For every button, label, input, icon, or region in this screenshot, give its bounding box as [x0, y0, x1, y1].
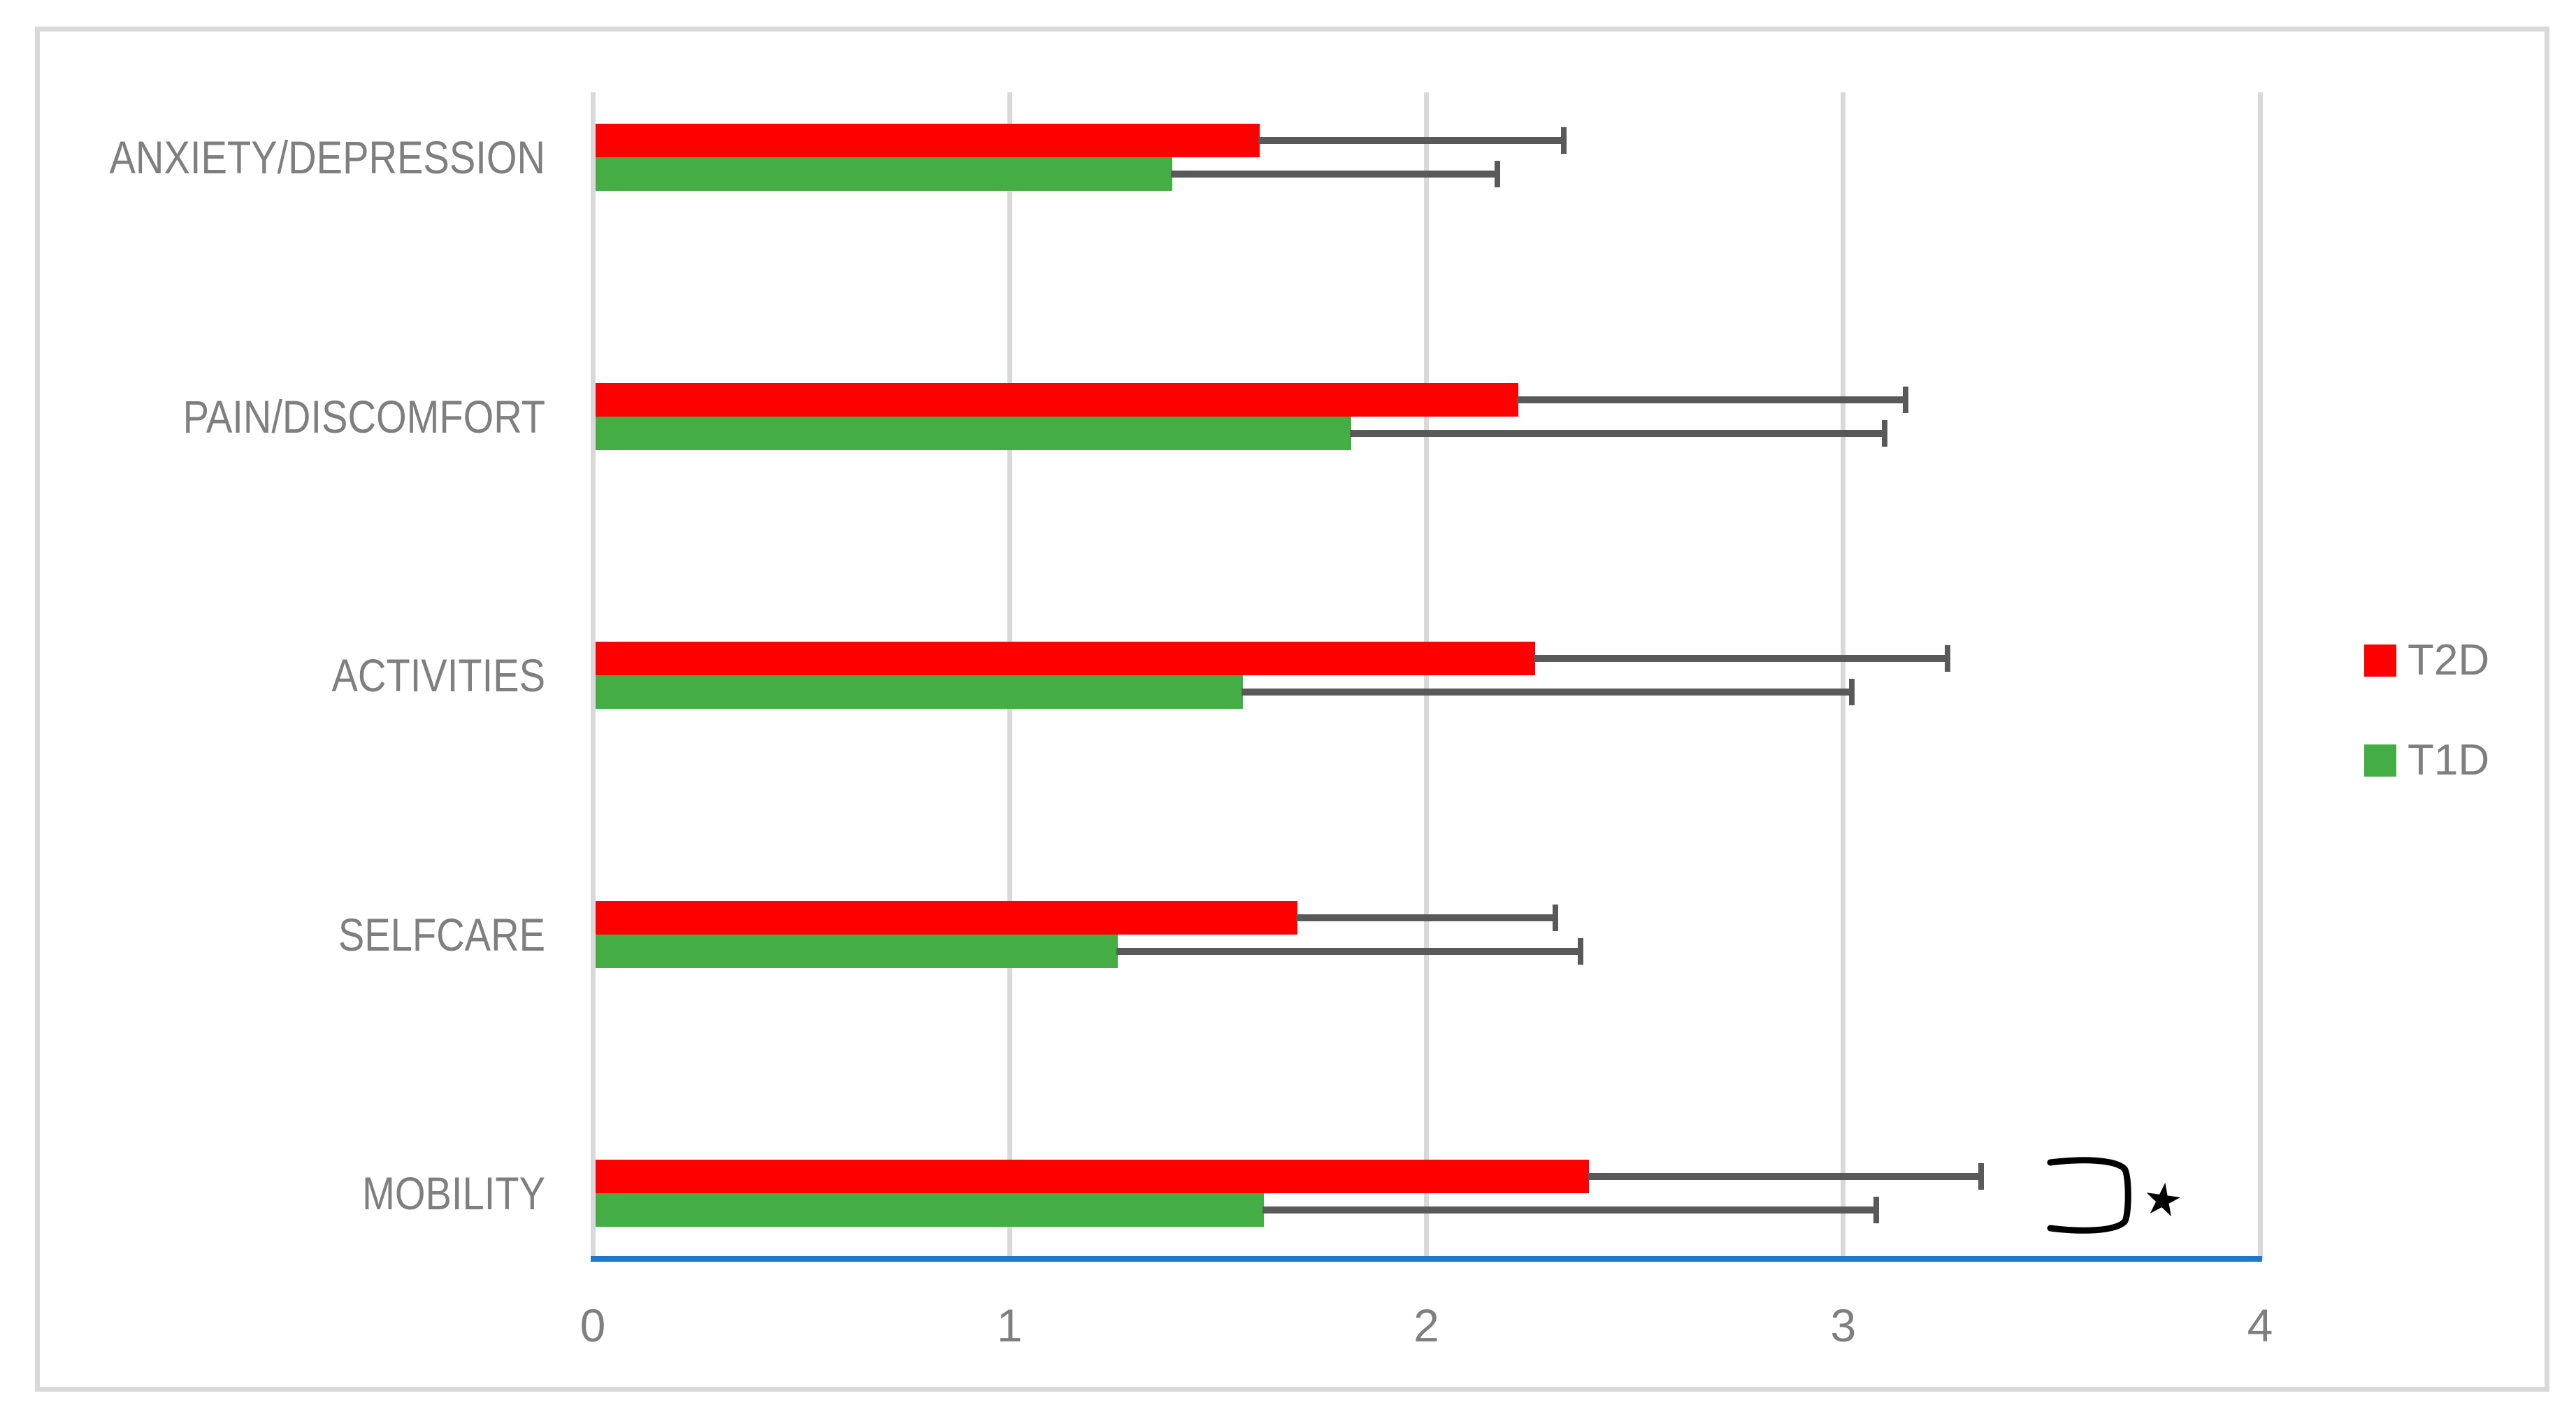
category-label-pain-discomfort: PAIN/DISCOMFORT	[182, 390, 545, 442]
error-whisker-t2d-activities	[1533, 655, 1948, 662]
error-cap-t2d-selfcare	[1553, 904, 1559, 931]
error-cap-t2d-anxiety-depression	[1561, 127, 1567, 154]
error-whisker-t1d-activities	[1242, 689, 1852, 696]
bar-t1d-anxiety-depression	[595, 157, 1172, 191]
error-cap-t2d-mobility	[1978, 1163, 1984, 1190]
bar-t2d-activities	[595, 642, 1535, 675]
category-label-mobility: MOBILITY	[362, 1167, 545, 1219]
bar-t1d-activities	[595, 675, 1244, 709]
error-cap-t1d-pain-discomfort	[1882, 419, 1888, 447]
error-cap-t1d-mobility	[1873, 1197, 1880, 1223]
error-whisker-t1d-mobility	[1262, 1207, 1877, 1213]
error-cap-t1d-selfcare	[1578, 937, 1584, 965]
legend-label-t1d: T1D	[2408, 736, 2490, 784]
error-cap-t1d-activities	[1848, 679, 1855, 705]
error-whisker-t1d-selfcare	[1116, 947, 1581, 955]
error-cap-t2d-activities	[1944, 645, 1950, 672]
x-axis-baseline	[591, 1256, 2262, 1262]
bar-t2d-pain-discomfort	[595, 382, 1518, 417]
chart-border-frame	[35, 27, 2549, 1392]
error-whisker-t2d-pain-discomfort	[1516, 396, 1906, 403]
bar-t1d-pain-discomfort	[595, 416, 1352, 450]
x-tick-label-0: 0	[580, 1299, 606, 1351]
x-tick-label-4: 4	[2247, 1299, 2273, 1351]
category-label-anxiety-depression: ANXIETY/DEPRESSION	[109, 131, 545, 183]
gridline-x-2	[1424, 92, 1429, 1260]
t2d-color-swatch	[2364, 644, 2396, 677]
bar-t1d-mobility	[595, 1193, 1264, 1227]
x-tick-label-3: 3	[1830, 1299, 1857, 1351]
error-cap-t1d-anxiety-depression	[1494, 161, 1500, 187]
error-whisker-t2d-mobility	[1588, 1173, 1981, 1180]
x-tick-label-1: 1	[996, 1299, 1023, 1351]
error-cap-t2d-pain-discomfort	[1903, 386, 1909, 413]
bar-t2d-mobility	[595, 1160, 1590, 1193]
legend-entry-t1d: T1D	[2364, 736, 2490, 784]
bar-t2d-selfcare	[595, 900, 1297, 935]
bar-t2d-anxiety-depression	[595, 124, 1260, 157]
category-label-activities: ACTIVITIES	[331, 649, 545, 701]
bar-t1d-selfcare	[595, 934, 1118, 968]
error-whisker-t1d-pain-discomfort	[1350, 429, 1885, 437]
gridline-x-3	[1841, 92, 1846, 1260]
significance-bracket	[2047, 1157, 2131, 1234]
x-tick-label-2: 2	[1413, 1299, 1439, 1351]
error-whisker-t1d-anxiety-depression	[1170, 171, 1497, 178]
legend: T2D T1D	[2364, 636, 2490, 844]
error-whisker-t2d-anxiety-depression	[1258, 137, 1564, 144]
significance-star-icon: ★	[2139, 1172, 2187, 1227]
legend-label-t2d: T2D	[2408, 636, 2490, 684]
error-whisker-t2d-selfcare	[1295, 914, 1556, 921]
gridline-x-4	[2257, 92, 2263, 1260]
category-label-selfcare: SELFCARE	[338, 908, 545, 960]
t1d-color-swatch	[2364, 744, 2396, 777]
legend-entry-t2d: T2D	[2364, 636, 2490, 684]
gridline-x-0	[590, 92, 596, 1260]
